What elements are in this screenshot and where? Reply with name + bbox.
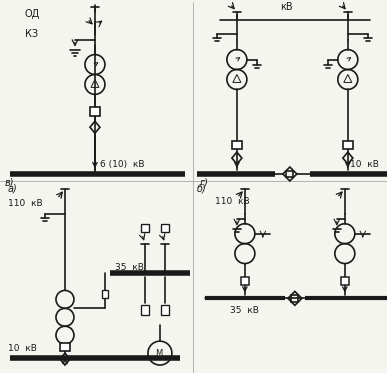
Text: ОД: ОД bbox=[25, 9, 40, 19]
Text: 35  кВ: 35 кВ bbox=[115, 263, 144, 272]
Bar bbox=[141, 305, 149, 315]
Bar bbox=[90, 107, 100, 116]
Text: а): а) bbox=[8, 184, 18, 194]
Text: в): в) bbox=[5, 178, 14, 188]
Bar bbox=[141, 224, 149, 232]
Text: кВ: кВ bbox=[280, 2, 293, 12]
Text: г): г) bbox=[200, 178, 209, 188]
Bar bbox=[341, 278, 349, 285]
Text: 6 (10)  кВ: 6 (10) кВ bbox=[100, 160, 144, 169]
Text: КЗ: КЗ bbox=[25, 29, 38, 39]
Bar bbox=[241, 278, 249, 285]
Bar bbox=[343, 141, 353, 149]
Bar bbox=[232, 141, 242, 149]
Text: 110  кВ: 110 кВ bbox=[8, 199, 43, 208]
Text: 35  кВ: 35 кВ bbox=[230, 306, 259, 315]
Bar bbox=[161, 305, 169, 315]
Bar bbox=[102, 291, 108, 298]
Text: 10  кВ: 10 кВ bbox=[8, 344, 37, 353]
Bar bbox=[161, 224, 169, 232]
Text: б): б) bbox=[197, 184, 207, 194]
Bar bbox=[286, 170, 293, 178]
Bar bbox=[291, 295, 298, 302]
Text: 110  кВ: 110 кВ bbox=[215, 197, 250, 206]
Bar bbox=[60, 343, 70, 351]
Text: M: M bbox=[155, 349, 162, 358]
Text: 10  кВ: 10 кВ bbox=[350, 160, 379, 169]
